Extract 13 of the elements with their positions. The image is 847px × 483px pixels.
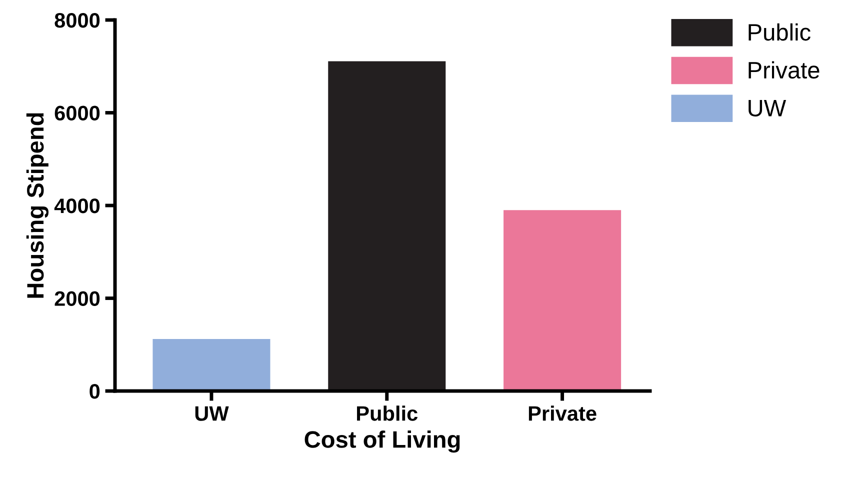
y-tick-label: 6000 [54,106,100,121]
y-tick-label: 0 [90,384,100,399]
x-axis-title: Cost of Living [304,430,460,453]
x-tick-label: Private [528,406,596,421]
x-tick-label: Public [357,406,418,421]
x-tick-label: UW [195,406,229,421]
legend-label: Private [748,61,820,79]
legend-label: Public [748,23,810,41]
y-tick-label: 8000 [54,13,100,28]
y-tick-label: 2000 [54,291,100,306]
y-axis-title: Housing Stipend [26,113,49,298]
legend-label: UW [748,100,786,116]
y-tick-label: 4000 [54,198,100,214]
